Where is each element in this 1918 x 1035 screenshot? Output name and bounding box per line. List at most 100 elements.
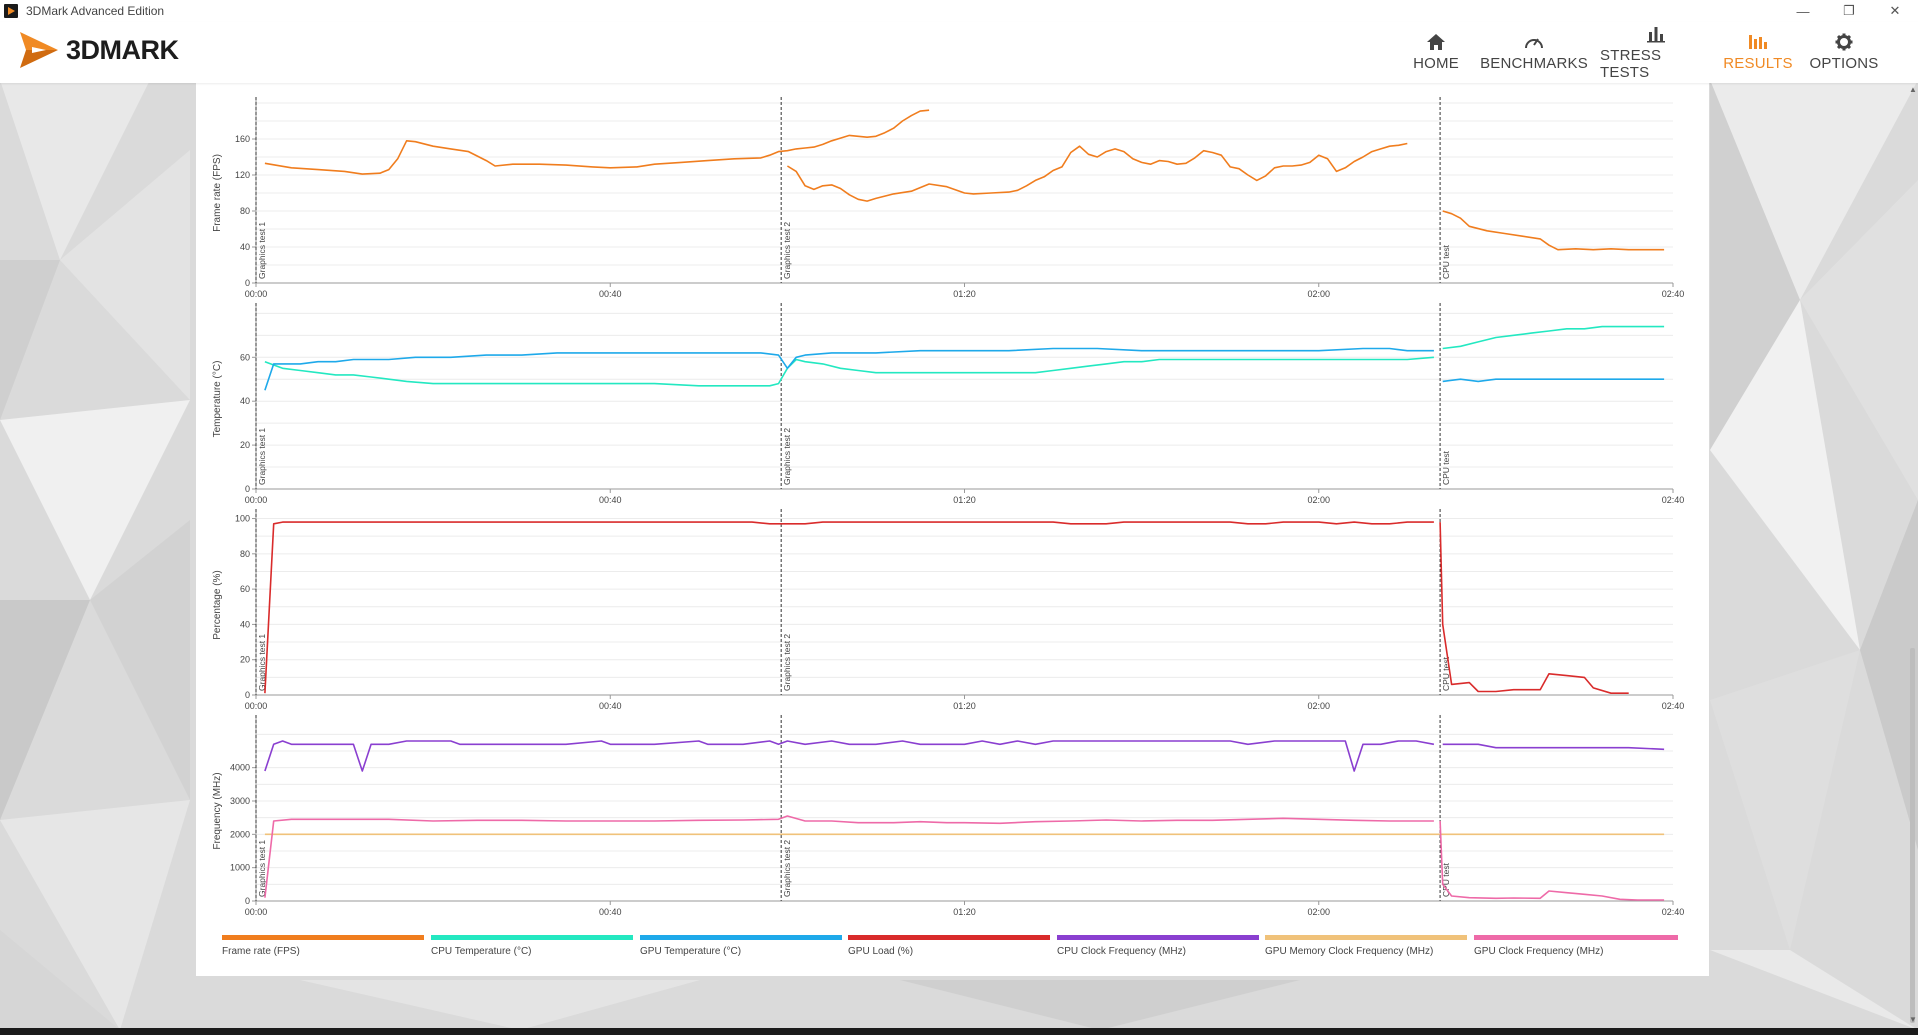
series-line: [786, 142, 1408, 202]
title-bar: 3DMark Advanced Edition — ❐ ✕: [0, 0, 1918, 22]
test-marker-label: Graphics test 1: [257, 222, 267, 279]
series-line: [264, 815, 1434, 898]
app-header: 3DMARK HOME BENCHMARKS STRESS TESTS RESU…: [0, 22, 1918, 83]
y-tick-label: 20: [240, 655, 250, 665]
legend-label: GPU Clock Frequency (MHz): [1474, 946, 1604, 957]
series-line: [1439, 522, 1629, 695]
legend-swatch: [640, 935, 842, 940]
y-axis-label: Percentage (%): [212, 570, 223, 639]
x-tick-label: 02:40: [1662, 907, 1685, 917]
close-icon: ✕: [1889, 3, 1901, 18]
test-marker-label: Graphics test 1: [257, 634, 267, 691]
vertical-scrollbar[interactable]: ▲ ▼: [1907, 83, 1918, 1028]
nav-results[interactable]: RESULTS: [1722, 22, 1794, 83]
restore-button[interactable]: ❐: [1826, 0, 1872, 22]
test-marker-label: CPU test: [1441, 656, 1451, 691]
series-line: [1442, 743, 1665, 751]
y-tick-label: 2000: [230, 829, 250, 839]
x-tick-label: 01:20: [953, 907, 976, 917]
results-icon: [1749, 35, 1767, 49]
legend-item[interactable]: GPU Temperature (°C): [640, 935, 842, 959]
close-button[interactable]: ✕: [1872, 0, 1918, 22]
series-line: [264, 109, 930, 175]
y-tick-label: 20: [240, 440, 250, 450]
nav-home-label: HOME: [1413, 55, 1459, 72]
legend-swatch: [431, 935, 633, 940]
chart-3: 0 20 40 60 80 100 Percentage (%) 00:00 00:40 01:2…: [212, 509, 1684, 711]
y-tick-label: 3000: [230, 796, 250, 806]
legend-label: CPU Temperature (°C): [431, 946, 532, 957]
legend-label: GPU Temperature (°C): [640, 946, 742, 957]
logo-text: 3DMARK: [66, 34, 179, 65]
x-tick-label: 01:20: [953, 289, 976, 299]
y-axis-label: Temperature (°C): [212, 361, 223, 438]
legend-swatch: [1265, 935, 1467, 940]
legend-item[interactable]: GPU Memory Clock Frequency (MHz): [1265, 935, 1467, 959]
y-tick-label: 80: [240, 549, 250, 559]
scroll-up-icon[interactable]: ▲: [1909, 85, 1917, 94]
app-logo[interactable]: 3DMARK: [18, 28, 179, 72]
monitoring-charts: 0 40 80 120 160 Frame rate (FPS) 00:00 00:40 01:…: [212, 97, 1685, 917]
test-marker-label: Graphics test 2: [782, 222, 792, 279]
minimize-button[interactable]: —: [1780, 0, 1826, 22]
y-tick-label: 4000: [230, 763, 250, 773]
y-tick-label: 80: [240, 206, 250, 216]
series-line: [1442, 210, 1665, 251]
x-tick-label: 02:00: [1307, 701, 1330, 711]
legend-item[interactable]: Frame rate (FPS): [222, 935, 424, 959]
test-marker-label: Graphics test 1: [257, 428, 267, 485]
test-marker-label: Graphics test 2: [782, 840, 792, 897]
test-marker-label: Graphics test 2: [782, 428, 792, 485]
x-tick-label: 01:20: [953, 495, 976, 505]
legend-label: GPU Memory Clock Frequency (MHz): [1265, 946, 1434, 957]
window-title: 3DMark Advanced Edition: [26, 4, 165, 18]
y-tick-label: 100: [235, 514, 250, 524]
x-tick-label: 00:00: [245, 907, 268, 917]
scrollbar-thumb[interactable]: [1910, 648, 1915, 1023]
x-tick-label: 00:40: [599, 907, 622, 917]
nav-stress-tests-label: STRESS TESTS: [1600, 46, 1662, 81]
series-line: [264, 356, 1434, 387]
y-axis-label: Frame rate (FPS): [212, 154, 223, 232]
x-tick-label: 02:00: [1307, 495, 1330, 505]
legend-swatch: [848, 935, 1050, 940]
x-tick-label: 00:40: [599, 495, 622, 505]
y-axis-label: Frequency (MHz): [212, 772, 223, 849]
gear-icon: [1835, 33, 1853, 51]
legend-item[interactable]: GPU Clock Frequency (MHz): [1474, 935, 1678, 959]
legend-item[interactable]: CPU Clock Frequency (MHz): [1057, 935, 1259, 959]
legend-item[interactable]: CPU Temperature (°C): [431, 935, 633, 959]
home-icon: [1427, 34, 1445, 50]
chart-2: 0 20 40 60 Temperature (°C) 00:00 00:40 01:20 02…: [212, 303, 1684, 505]
app-icon: [4, 4, 18, 18]
x-tick-label: 00:40: [599, 289, 622, 299]
series-line: [1442, 378, 1665, 383]
legend-item[interactable]: GPU Load (%): [848, 935, 1050, 959]
x-tick-label: 02:00: [1307, 289, 1330, 299]
logo-mark-icon: [20, 32, 58, 68]
series-line: [1439, 820, 1665, 901]
y-tick-label: 60: [240, 584, 250, 594]
y-tick-label: 0: [245, 896, 250, 906]
taskbar-strip: [0, 1028, 1918, 1035]
legend-swatch: [1057, 935, 1259, 940]
gauge-icon: [1525, 38, 1543, 49]
x-tick-label: 00:40: [599, 701, 622, 711]
y-tick-label: 40: [240, 242, 250, 252]
y-tick-label: 40: [240, 396, 250, 406]
series-line: [264, 740, 1435, 772]
bar-chart-icon: [1647, 26, 1665, 42]
y-tick-label: 40: [240, 619, 250, 629]
test-marker-label: CPU test: [1441, 862, 1451, 897]
x-tick-label: 00:00: [245, 701, 268, 711]
nav-home[interactable]: HOME: [1404, 22, 1468, 83]
test-marker-label: CPU test: [1441, 244, 1451, 279]
nav-benchmarks[interactable]: BENCHMARKS: [1478, 22, 1590, 83]
scroll-down-icon[interactable]: ▼: [1909, 1015, 1917, 1024]
nav-stress-tests[interactable]: STRESS TESTS: [1600, 22, 1712, 83]
nav-benchmarks-label: BENCHMARKS: [1480, 55, 1588, 72]
nav-options[interactable]: OPTIONS: [1804, 22, 1884, 83]
x-tick-label: 01:20: [953, 701, 976, 711]
nav-results-label: RESULTS: [1723, 55, 1793, 72]
series-line: [1442, 325, 1665, 350]
